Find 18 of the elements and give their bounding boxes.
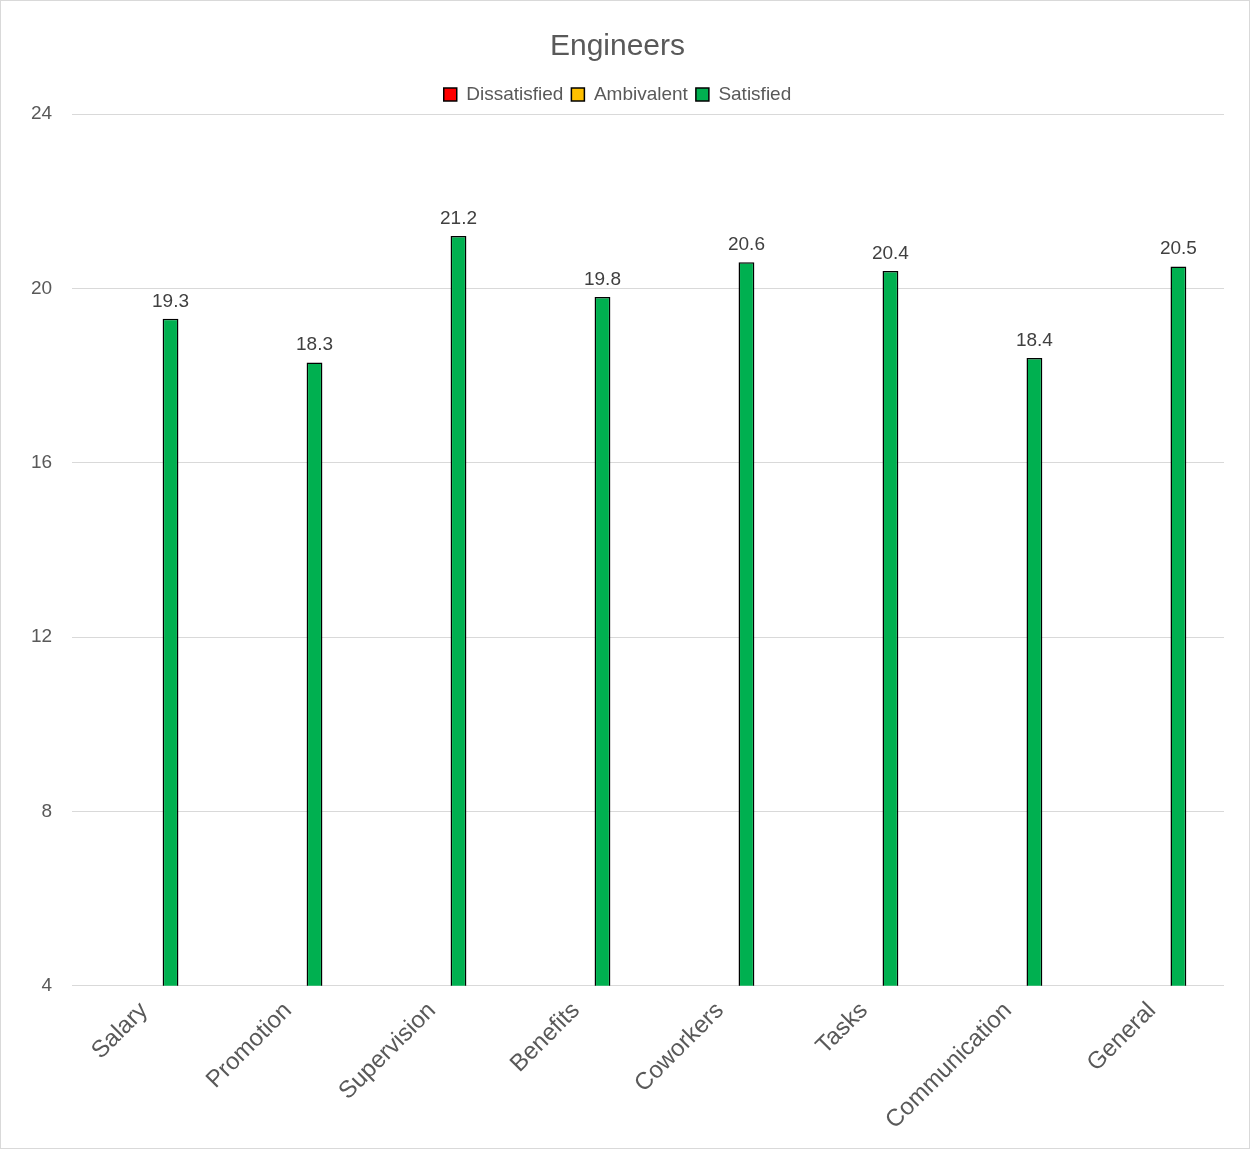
legend-label: Ambivalent bbox=[593, 82, 689, 104]
y-tick-label: 24 bbox=[30, 102, 53, 124]
y-tick-label: 8 bbox=[41, 799, 53, 821]
y-tick-label: 12 bbox=[30, 625, 53, 647]
data-label: 20.4 bbox=[871, 241, 910, 263]
y-tick-label: 16 bbox=[30, 450, 53, 472]
data-label: 19.8 bbox=[583, 267, 621, 289]
legend-label: Dissatisfied bbox=[466, 82, 564, 104]
data-label: 20.5 bbox=[1159, 237, 1197, 259]
data-label: 19.3 bbox=[152, 289, 190, 311]
data-label: 18.4 bbox=[1015, 328, 1054, 350]
y-tick-label: 4 bbox=[41, 973, 53, 995]
chart-title: Engineers bbox=[549, 28, 686, 62]
legend-label: Satisfied bbox=[718, 82, 792, 104]
data-label: 21.2 bbox=[440, 206, 477, 228]
data-label: 18.3 bbox=[296, 333, 333, 355]
data-label: 20.6 bbox=[727, 232, 765, 254]
y-tick-label: 20 bbox=[30, 276, 53, 298]
